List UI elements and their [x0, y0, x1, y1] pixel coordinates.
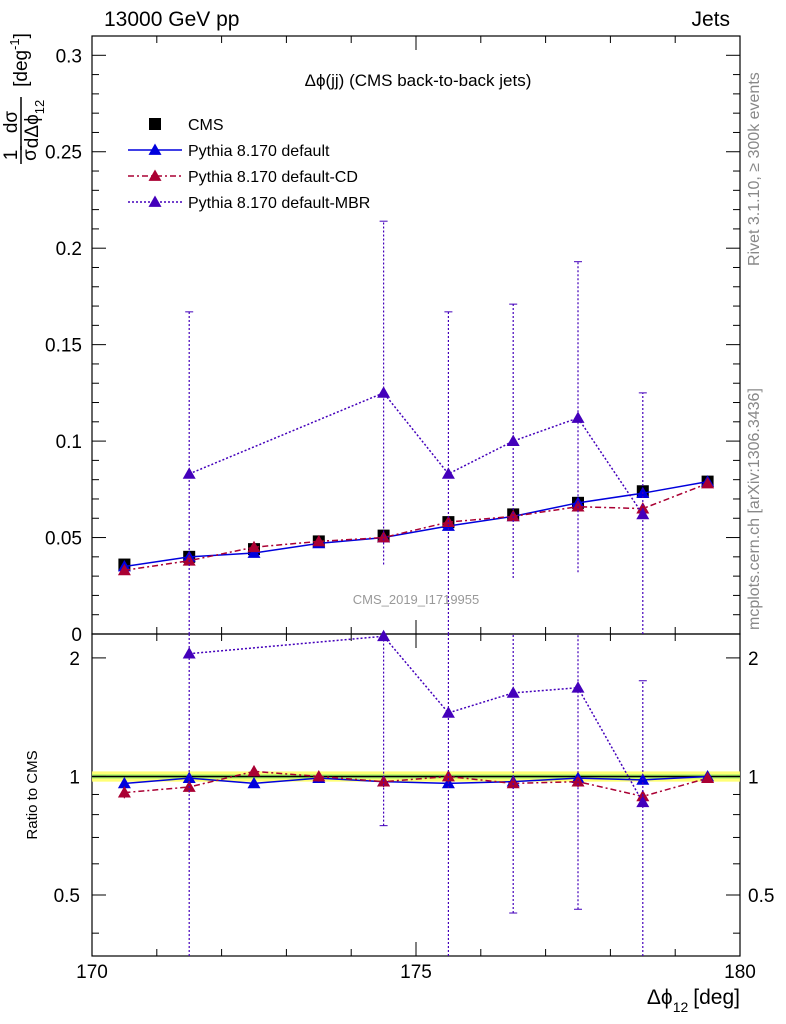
y-label-unit: [deg-1] [7, 33, 32, 87]
series-point [377, 386, 391, 398]
series-ratio-point [182, 647, 196, 659]
x-axis-label-unit: [deg] [693, 986, 740, 1009]
x-tick-label: 175 [400, 962, 432, 983]
x-axis-label: Δϕ12 [deg] [647, 986, 740, 1015]
y-label-unit-close: ] [11, 33, 32, 38]
series-layer [117, 220, 715, 956]
y-label-unit-main: [deg [11, 50, 32, 87]
series-2 [117, 477, 715, 803]
series-ratio-point [636, 795, 650, 808]
y-tick-label: 0 [71, 625, 82, 646]
series-point [182, 554, 196, 566]
legend-label: Pythia 8.170 default [188, 143, 330, 160]
y-label-frac2-den: dΔϕ12 [22, 100, 47, 148]
series-point [117, 563, 131, 576]
series-ratio-point [182, 771, 196, 784]
mcplots-label: mcplots.cern.ch [arXiv:1306.3436] [746, 388, 763, 630]
series-ratio-point [247, 764, 261, 777]
axes: 170 175 180 0 0.05 0.1 0.15 0.2 0.25 0.3 0.5 0.5 1 1 2… [45, 35, 774, 983]
legend-marker [148, 169, 162, 181]
legend-label: Pythia 8.170 default-CD [188, 169, 358, 186]
y-label-frac2-den-sub: 12 [32, 100, 47, 114]
x-axis-label-symbol: Δϕ [647, 986, 673, 1009]
y-label-frac2-num: dσ [1, 111, 22, 134]
legend-entry-3: Pythia 8.170 default-MBR [128, 195, 370, 212]
cms-uncertainty-band [92, 771, 740, 782]
series-line [124, 480, 708, 568]
legend-marker [148, 143, 162, 155]
rivet-label: Rivet 3.1.10, ≥ 300k events [746, 72, 763, 266]
series-point [636, 507, 650, 520]
x-axis-label-subscript: 12 [673, 999, 689, 1015]
legend-entry-1: Pythia 8.170 default [128, 143, 330, 160]
legend-label: CMS [188, 117, 224, 134]
y-label-unit-sup: -1 [7, 38, 22, 50]
chart-title: Δϕ(jj) (CMS back-to-back jets) [305, 71, 532, 90]
series-point [312, 534, 326, 547]
series-ratio-point [377, 629, 391, 642]
series-point [571, 411, 585, 423]
series-point [441, 467, 455, 479]
y-label-frac1-den: σ [20, 149, 41, 161]
series-point [701, 477, 715, 489]
series-ratio-line [124, 770, 708, 798]
series-ratio-point [506, 686, 520, 698]
legend: CMS Pythia 8.170 default Pythia 8.170 defa… [128, 117, 370, 212]
series-ratio-point [247, 776, 261, 789]
y-tick-label: 0.25 [45, 143, 82, 164]
legend-label: Pythia 8.170 default-MBR [188, 195, 370, 212]
y-label-frac1-num: 1 [1, 150, 22, 161]
series-point [506, 509, 520, 522]
series-ratio-point [441, 706, 455, 718]
legend-entry-2: Pythia 8.170 default-CD [128, 169, 358, 186]
x-tick-label: 180 [724, 962, 756, 983]
ratio-tick-label: 2 [69, 649, 80, 670]
ratio-tick-label: 1 [69, 767, 80, 788]
ratio-tick-label-right: 1 [748, 767, 759, 788]
legend-marker [149, 118, 161, 130]
series-ratio-line [124, 775, 708, 785]
series-line [124, 482, 708, 572]
series-point [571, 500, 585, 512]
y-tick-label: 0.1 [56, 432, 82, 453]
y-tick-label: 0.05 [45, 529, 82, 550]
series-ratio-point [312, 769, 326, 782]
series-ratio-point [506, 776, 520, 789]
legend-marker [148, 195, 162, 207]
ratio-tick-label-right: 2 [748, 649, 759, 670]
ratio-tick-label: 0.5 [54, 886, 80, 907]
x-tick-label: 170 [76, 962, 108, 983]
series-ratio-point [701, 771, 715, 784]
y-label-frac2-den-main: dΔϕ [22, 114, 43, 148]
header-left: 13000 GeV pp [104, 8, 240, 31]
series-ratio-line [189, 635, 644, 803]
y-tick-label: 0.2 [56, 239, 82, 260]
ratio-y-axis-label: Ratio to CMS [24, 750, 41, 839]
series-ratio-point [571, 681, 585, 693]
series-ratio-point [117, 786, 131, 798]
y-tick-label: 0.15 [45, 336, 82, 357]
series-ratio-point [117, 776, 131, 789]
series-line [188, 391, 644, 515]
series-point [247, 540, 261, 553]
ratio-tick-label-right: 0.5 [748, 886, 774, 907]
series-point [247, 546, 261, 558]
watermark: CMS_2019_I1719955 [353, 592, 480, 607]
y-axis-label: 1 σ dσ dΔϕ12 [deg-1] [1, 33, 47, 164]
series-point [182, 467, 196, 479]
series-point [636, 502, 650, 514]
series-3 [182, 220, 650, 956]
series-point [377, 531, 391, 543]
series-point [506, 434, 520, 446]
legend-entry-0: CMS [149, 117, 224, 134]
header-right: Jets [691, 8, 730, 31]
y-tick-label: 0.3 [56, 46, 82, 67]
